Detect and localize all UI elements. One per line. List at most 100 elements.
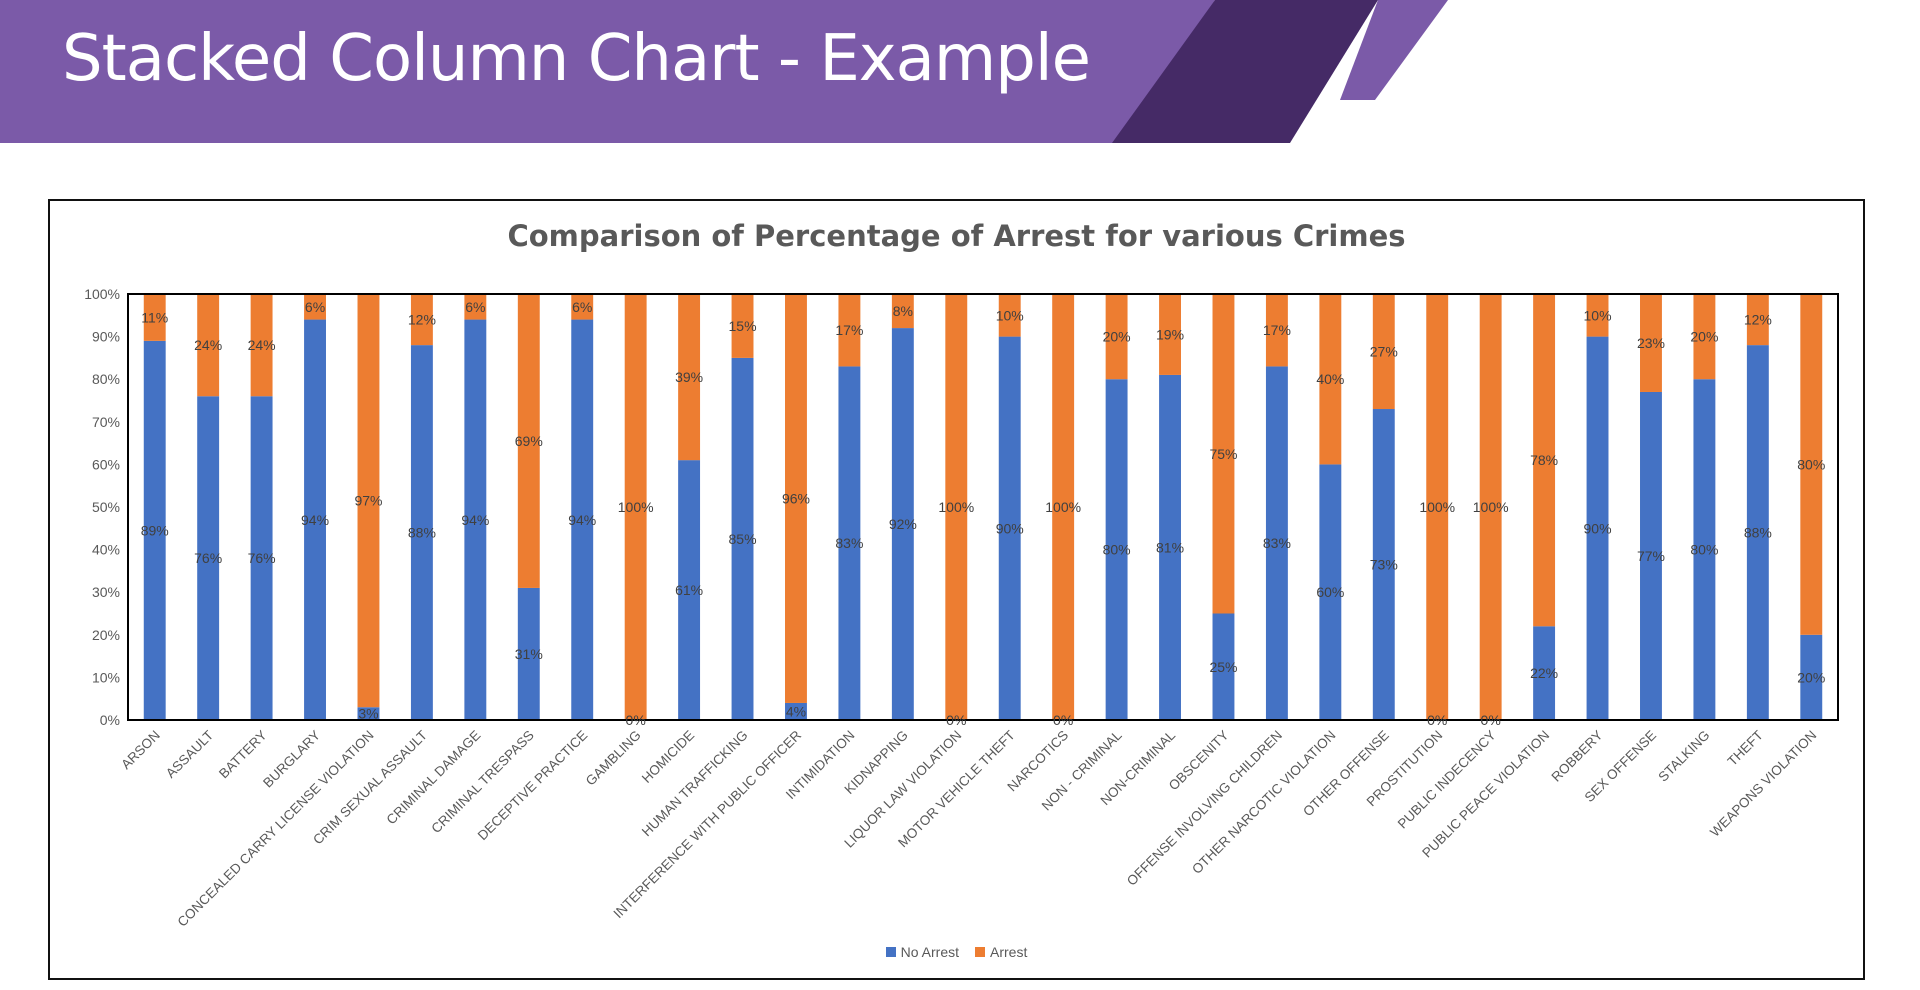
data-label: 81%	[1156, 539, 1184, 555]
data-label: 94%	[461, 512, 489, 528]
data-label: 20%	[1690, 329, 1718, 345]
data-label: 6%	[572, 299, 592, 315]
data-label: 22%	[1530, 665, 1558, 681]
bar-segment	[1319, 294, 1342, 465]
y-tick-label: 20%	[92, 627, 120, 643]
data-label: 100%	[1419, 499, 1455, 515]
y-tick-label: 40%	[92, 542, 120, 558]
x-tick-label: STALKING	[1655, 728, 1712, 785]
data-label: 10%	[1584, 307, 1612, 323]
bar-segment	[1800, 294, 1823, 635]
banner-dark-shape	[1112, 0, 1378, 143]
bar-segment	[410, 294, 433, 346]
data-label: 69%	[515, 433, 543, 449]
data-label: 12%	[1744, 312, 1772, 328]
chart-legend: No Arrest Arrest	[50, 944, 1863, 960]
data-label: 31%	[515, 646, 543, 662]
bar-segment	[1533, 294, 1556, 627]
bar-segment	[1265, 294, 1288, 367]
x-tick-label: CRIMINAL TRESPASS	[428, 728, 537, 837]
data-label: 100%	[1045, 499, 1081, 515]
x-tick-label: PUBLIC INDECENCY	[1395, 728, 1499, 832]
bar-segment	[1533, 626, 1556, 720]
bar-segment	[1800, 634, 1823, 720]
bar-segment	[517, 294, 540, 588]
data-label: 61%	[675, 582, 703, 598]
data-label: 76%	[194, 550, 222, 566]
data-label: 0%	[1481, 712, 1501, 728]
data-label: 75%	[1209, 446, 1237, 462]
bar-segment	[1693, 294, 1716, 380]
bar-segment	[1212, 613, 1235, 720]
plot-area-border	[127, 293, 1839, 721]
bar-segment	[357, 707, 380, 720]
banner-right-shape	[1340, 0, 1448, 100]
y-tick-label: 90%	[92, 329, 120, 345]
slide-title: Stacked Column Chart - Example	[62, 22, 1091, 96]
data-label: 24%	[194, 337, 222, 353]
data-label: 23%	[1637, 335, 1665, 351]
data-label: 20%	[1797, 669, 1825, 685]
x-tick-label: ASSAULT	[163, 728, 216, 781]
data-label: 15%	[729, 318, 757, 334]
data-label: 6%	[305, 299, 325, 315]
data-label: 97%	[354, 493, 382, 509]
bar-segment	[838, 294, 861, 367]
bar-segment	[998, 336, 1021, 720]
data-label: 40%	[1316, 371, 1344, 387]
x-tick-label: DECEPTIVE PRACTICE	[475, 728, 591, 844]
data-label: 88%	[1744, 525, 1772, 541]
x-tick-label: WEAPONS VIOLATION	[1707, 728, 1819, 840]
legend-item-no-arrest: No Arrest	[885, 944, 959, 960]
data-label: 6%	[465, 299, 485, 315]
data-label: 0%	[946, 712, 966, 728]
x-tick-label: CONCEALED CARRY LICENSE VIOLATION	[174, 728, 376, 930]
data-label: 3%	[358, 706, 378, 722]
y-tick-label: 70%	[92, 414, 120, 430]
banner-background	[0, 0, 1920, 143]
data-label: 100%	[938, 499, 974, 515]
bar-segment	[1640, 391, 1662, 720]
data-label: 27%	[1370, 344, 1398, 360]
data-label: 80%	[1797, 456, 1825, 472]
data-label: 11%	[141, 309, 168, 325]
data-label: 39%	[675, 369, 703, 385]
bar-segment	[945, 294, 968, 720]
bar-segment	[1746, 345, 1769, 720]
bar-segment	[304, 294, 326, 320]
x-tick-label: THEFT	[1725, 728, 1766, 769]
x-tick-label: GAMBLING	[583, 728, 644, 789]
legend-label-arrest: Arrest	[990, 944, 1028, 960]
bar-segment	[1105, 294, 1128, 380]
bar-segment	[891, 294, 914, 329]
chart-container: Comparison of Percentage of Arrest for v…	[48, 199, 1865, 980]
data-label: 8%	[893, 303, 913, 319]
data-label: 4%	[786, 703, 806, 719]
bar-segment	[998, 294, 1021, 337]
chart-title: Comparison of Percentage of Arrest for v…	[507, 219, 1406, 253]
bar-segment	[785, 702, 807, 720]
y-tick-label: 10%	[92, 669, 120, 685]
x-tick-label: INTERFERENCE WITH PUBLIC OFFICER	[611, 727, 805, 921]
data-label: 73%	[1370, 557, 1398, 573]
data-label: 76%	[248, 550, 276, 566]
data-label: 94%	[568, 512, 596, 528]
data-label: 80%	[1690, 542, 1718, 558]
bar-segment	[785, 294, 807, 703]
bar-segment	[1372, 294, 1395, 410]
bar-segment	[1105, 379, 1128, 720]
bar-segment	[1586, 294, 1609, 337]
bar-segment	[1159, 374, 1181, 720]
y-tick-label: 0%	[100, 712, 120, 728]
y-tick-label: 100%	[84, 286, 120, 302]
data-label: 0%	[1053, 712, 1073, 728]
bar-segment	[1693, 379, 1716, 720]
bar-segment	[1265, 366, 1288, 720]
bar-segment	[1372, 409, 1395, 720]
x-tick-label: BATTERY	[216, 728, 270, 782]
bar-segment	[250, 294, 273, 397]
y-tick-label: 30%	[92, 584, 120, 600]
bar-segment	[1052, 294, 1075, 720]
data-label: 88%	[408, 525, 436, 541]
title-banner: Stacked Column Chart - Example	[0, 0, 1920, 144]
